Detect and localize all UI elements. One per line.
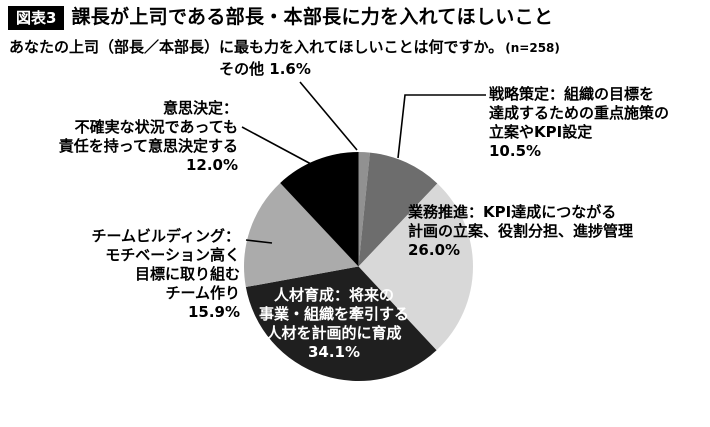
figure-header: 図表3 課長が上司である部長・本部長に力を入れてほしいこと	[8, 6, 553, 30]
figure-title: 課長が上司である部長・本部長に力を入れてほしいこと	[71, 6, 554, 28]
sample-size: (n=258)	[505, 41, 560, 55]
pie-slice-4	[243, 182, 359, 288]
label-teambuilding: チームビルディング： モチベーション高く 目標に取り組む チーム作り 15.9%	[91, 227, 240, 322]
pie-slice-3	[245, 266, 437, 382]
leader-line-teambuilding	[245, 239, 273, 244]
leader-line-decision	[241, 126, 312, 165]
pie-slice-2	[358, 183, 473, 351]
figure-subtitle-row: あなたの上司（部長／本部長）に最も力を入れてほしいことは何ですか。 (n=258)	[9, 36, 560, 57]
leader-line-other	[299, 81, 358, 151]
label-other: その他 1.6%	[219, 60, 311, 78]
pie-slice-5	[280, 152, 359, 267]
leader-line-strategy	[397, 94, 486, 159]
pie-slice-1	[358, 152, 438, 267]
figure-badge: 図表3	[8, 6, 65, 30]
label-hr-development: 人材育成：将来の 事業・組織を牽引する 人材を計画的に育成 34.1%	[258, 286, 409, 362]
survey-question: あなたの上司（部長／本部長）に最も力を入れてほしいことは何ですか。	[9, 38, 504, 56]
label-decision-making: 意思決定： 不確実な状況であっても 責任を持って意思決定する 12.0%	[58, 99, 238, 175]
leader-lines	[241, 81, 486, 244]
pie-slice-0	[358, 152, 370, 267]
pie-slices	[243, 152, 473, 382]
label-strategy: 戦略策定：組織の目標を 達成するための重点施策の 立案やKPI設定 10.5%	[489, 85, 670, 161]
label-operations: 業務推進：KPI達成につながる 計画の立案、役割分担、進捗管理 26.0%	[408, 203, 634, 260]
